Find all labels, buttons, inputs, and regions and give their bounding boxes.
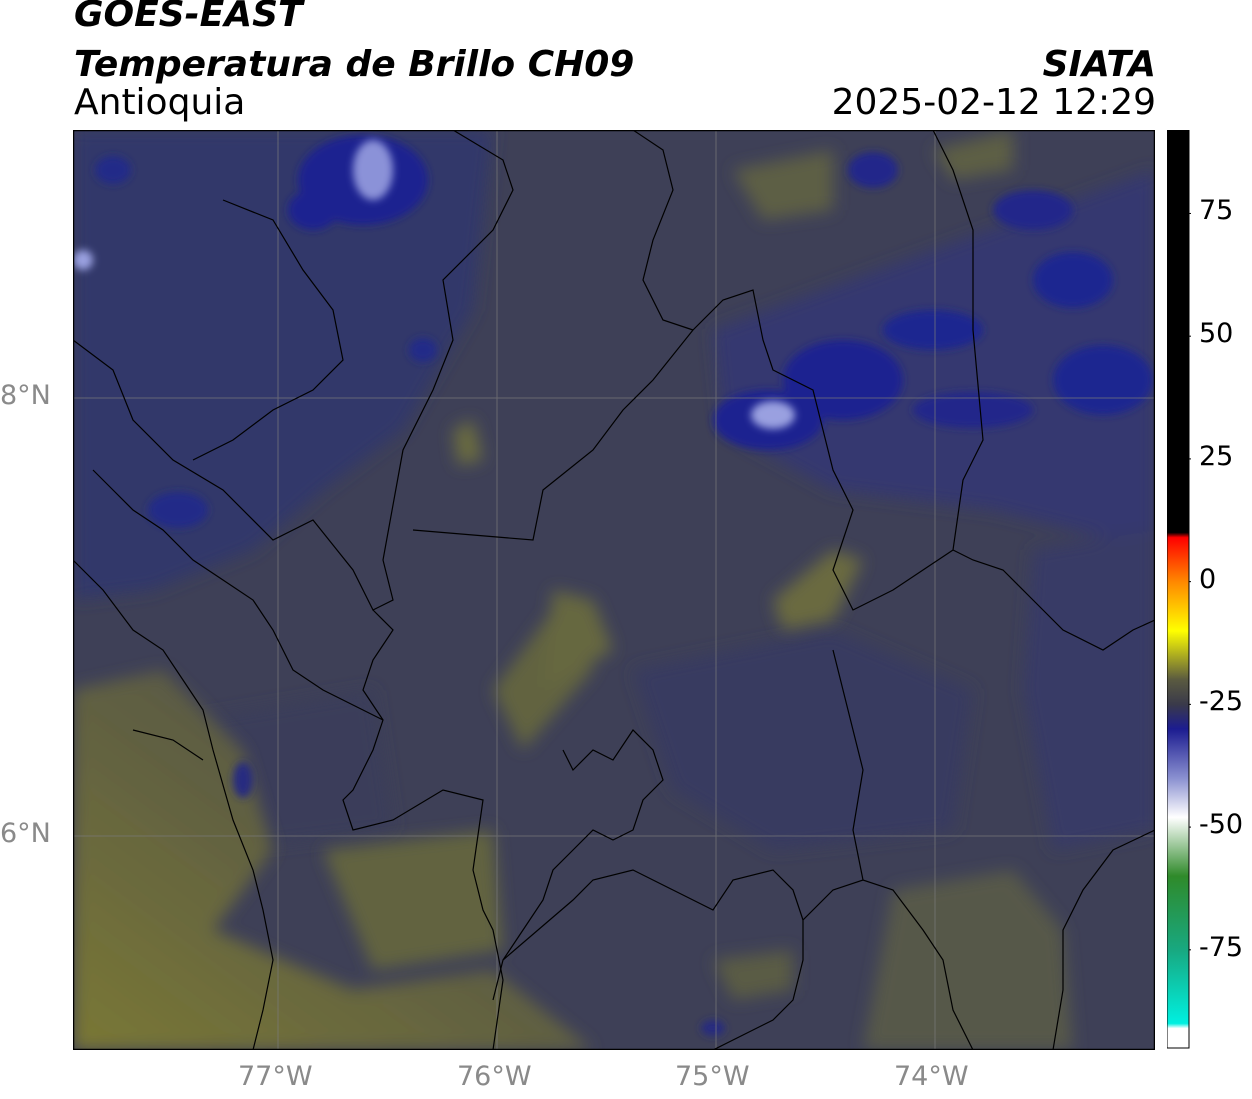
lon-tick-75w: 75°W xyxy=(675,1061,750,1092)
map-frame xyxy=(73,130,1155,1050)
gridlines xyxy=(73,130,1155,1050)
warm-regions xyxy=(73,130,1073,1050)
colorbar xyxy=(1167,130,1191,1049)
lat-tick-6n: 6°N xyxy=(0,818,51,849)
colorbar-ticks xyxy=(1189,212,1191,951)
colorbar-tick-label: -50 xyxy=(1199,809,1244,841)
cold-cloud-clusters xyxy=(73,135,1153,1036)
colorbar-tick-label: 50 xyxy=(1199,318,1234,350)
region-label: Antioquia xyxy=(74,82,246,123)
map-title: GOES-EAST xyxy=(74,0,303,35)
datetime-label: 2025-02-12 12:29 xyxy=(831,82,1156,123)
lon-tick-77w: 77°W xyxy=(238,1061,313,1092)
colorbar-tick-label: -25 xyxy=(1199,686,1244,718)
product-subtitle: Temperatura de Brillo CH09 xyxy=(74,44,635,85)
colorbar-tick-label: 25 xyxy=(1199,440,1234,472)
brand-label: SIATA xyxy=(1042,44,1156,85)
lon-tick-74w: 74°W xyxy=(894,1061,969,1092)
colorbar-tick-label: 0 xyxy=(1199,563,1217,595)
colorbar-tick-label: -75 xyxy=(1199,931,1244,963)
political-borders xyxy=(73,130,1155,1050)
colorbar-tick-label: 75 xyxy=(1199,195,1234,227)
lon-tick-76w: 76°W xyxy=(457,1061,532,1092)
colorbar-fill xyxy=(1167,130,1190,1049)
satellite-map xyxy=(73,130,1155,1050)
lat-tick-8n: 8°N xyxy=(0,380,51,411)
